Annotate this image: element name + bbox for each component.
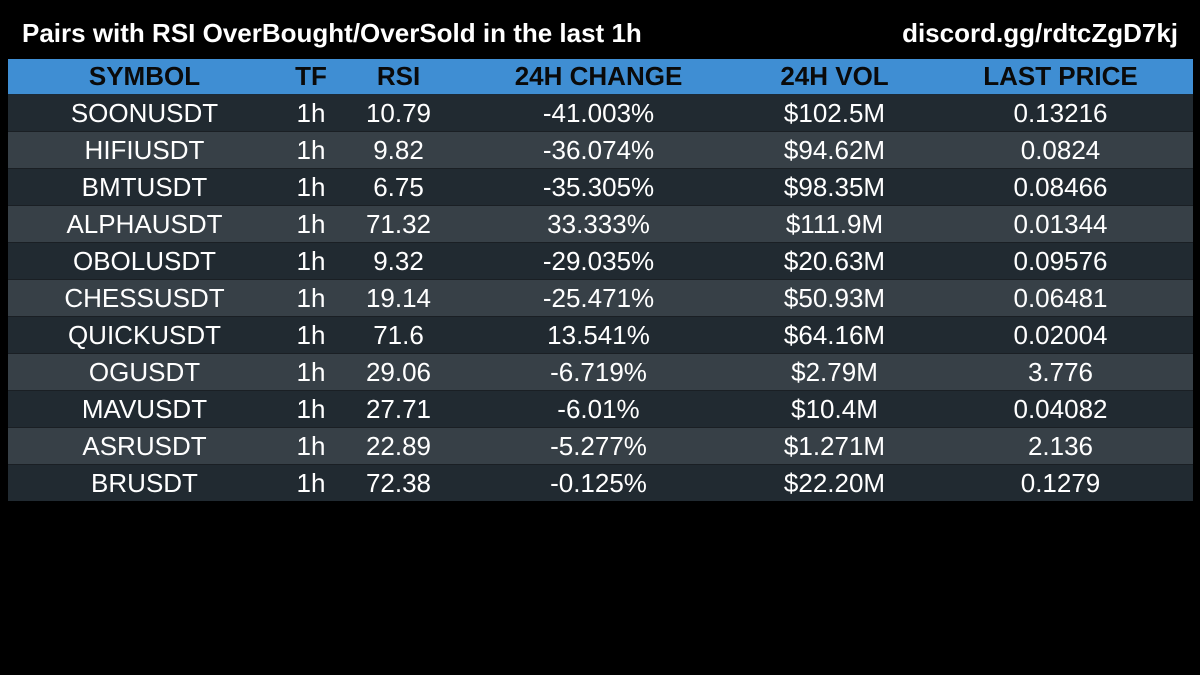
cell-24h-change: 13.541% xyxy=(456,316,741,354)
cell-tf: 1h xyxy=(281,427,341,465)
cell-24h-vol: $20.63M xyxy=(741,242,928,280)
table-row: BRUSDT 1h 72.38 -0.125% $22.20M 0.1279 xyxy=(8,464,1193,501)
cell-rsi: 22.89 xyxy=(341,427,456,465)
cell-tf: 1h xyxy=(281,464,341,501)
column-header-symbol: SYMBOL xyxy=(8,59,281,95)
cell-24h-vol: $10.4M xyxy=(741,390,928,428)
cell-24h-change: -29.035% xyxy=(456,242,741,280)
cell-rsi: 29.06 xyxy=(341,353,456,391)
discord-invite-link[interactable]: discord.gg/rdtcZgD7kj xyxy=(902,18,1178,48)
cell-24h-change: 33.333% xyxy=(456,205,741,243)
cell-rsi: 72.38 xyxy=(341,464,456,501)
table-row: OBOLUSDT 1h 9.32 -29.035% $20.63M 0.0957… xyxy=(8,242,1193,280)
table-row: ALPHAUSDT 1h 71.32 33.333% $111.9M 0.013… xyxy=(8,205,1193,243)
table-row: HIFIUSDT 1h 9.82 -36.074% $94.62M 0.0824 xyxy=(8,131,1193,169)
cell-last-price: 0.01344 xyxy=(928,205,1193,243)
cell-symbol: BMTUSDT xyxy=(8,168,281,206)
cell-tf: 1h xyxy=(281,205,341,243)
table-header-row: SYMBOL TF RSI 24H CHANGE 24H VOL LAST PR… xyxy=(8,59,1193,95)
table-row: CHESSUSDT 1h 19.14 -25.471% $50.93M 0.06… xyxy=(8,279,1193,317)
rsi-table: SYMBOL TF RSI 24H CHANGE 24H VOL LAST PR… xyxy=(8,59,1193,501)
cell-symbol: SOONUSDT xyxy=(8,94,281,132)
table-row: SOONUSDT 1h 10.79 -41.003% $102.5M 0.132… xyxy=(8,94,1193,132)
cell-tf: 1h xyxy=(281,242,341,280)
cell-24h-vol: $22.20M xyxy=(741,464,928,501)
cell-last-price: 0.02004 xyxy=(928,316,1193,354)
table-row: BMTUSDT 1h 6.75 -35.305% $98.35M 0.08466 xyxy=(8,168,1193,206)
cell-rsi: 71.32 xyxy=(341,205,456,243)
cell-symbol: OGUSDT xyxy=(8,353,281,391)
page-title: Pairs with RSI OverBought/OverSold in th… xyxy=(22,18,642,48)
cell-rsi: 6.75 xyxy=(341,168,456,206)
cell-tf: 1h xyxy=(281,131,341,169)
cell-last-price: 3.776 xyxy=(928,353,1193,391)
table-row: MAVUSDT 1h 27.71 -6.01% $10.4M 0.04082 xyxy=(8,390,1193,428)
cell-rsi: 27.71 xyxy=(341,390,456,428)
cell-symbol: MAVUSDT xyxy=(8,390,281,428)
cell-24h-vol: $2.79M xyxy=(741,353,928,391)
column-header-rsi: RSI xyxy=(341,59,456,95)
cell-24h-change: -35.305% xyxy=(456,168,741,206)
cell-24h-vol: $50.93M xyxy=(741,279,928,317)
table-row: OGUSDT 1h 29.06 -6.719% $2.79M 3.776 xyxy=(8,353,1193,391)
cell-24h-change: -6.719% xyxy=(456,353,741,391)
cell-symbol: QUICKUSDT xyxy=(8,316,281,354)
cell-24h-vol: $94.62M xyxy=(741,131,928,169)
cell-24h-change: -25.471% xyxy=(456,279,741,317)
cell-last-price: 2.136 xyxy=(928,427,1193,465)
cell-24h-change: -5.277% xyxy=(456,427,741,465)
cell-last-price: 0.0824 xyxy=(928,131,1193,169)
cell-last-price: 0.13216 xyxy=(928,94,1193,132)
cell-symbol: ALPHAUSDT xyxy=(8,205,281,243)
cell-symbol: CHESSUSDT xyxy=(8,279,281,317)
cell-symbol: ASRUSDT xyxy=(8,427,281,465)
cell-symbol: BRUSDT xyxy=(8,464,281,501)
cell-tf: 1h xyxy=(281,94,341,132)
cell-24h-vol: $111.9M xyxy=(741,205,928,243)
cell-rsi: 19.14 xyxy=(341,279,456,317)
cell-rsi: 71.6 xyxy=(341,316,456,354)
cell-24h-vol: $64.16M xyxy=(741,316,928,354)
cell-24h-change: -6.01% xyxy=(456,390,741,428)
cell-24h-change: -41.003% xyxy=(456,94,741,132)
column-header-24h-change: 24H CHANGE xyxy=(456,59,741,95)
cell-tf: 1h xyxy=(281,353,341,391)
cell-rsi: 10.79 xyxy=(341,94,456,132)
table-row: QUICKUSDT 1h 71.6 13.541% $64.16M 0.0200… xyxy=(8,316,1193,354)
cell-last-price: 0.1279 xyxy=(928,464,1193,501)
cell-tf: 1h xyxy=(281,168,341,206)
cell-last-price: 0.04082 xyxy=(928,390,1193,428)
cell-tf: 1h xyxy=(281,316,341,354)
cell-24h-vol: $102.5M xyxy=(741,94,928,132)
cell-symbol: HIFIUSDT xyxy=(8,131,281,169)
cell-last-price: 0.09576 xyxy=(928,242,1193,280)
cell-24h-vol: $1.271M xyxy=(741,427,928,465)
cell-last-price: 0.08466 xyxy=(928,168,1193,206)
cell-tf: 1h xyxy=(281,390,341,428)
cell-last-price: 0.06481 xyxy=(928,279,1193,317)
cell-24h-change: -36.074% xyxy=(456,131,741,169)
cell-rsi: 9.82 xyxy=(341,131,456,169)
cell-24h-vol: $98.35M xyxy=(741,168,928,206)
table-row: ASRUSDT 1h 22.89 -5.277% $1.271M 2.136 xyxy=(8,427,1193,465)
header: Pairs with RSI OverBought/OverSold in th… xyxy=(0,0,1200,60)
cell-tf: 1h xyxy=(281,279,341,317)
column-header-tf: TF xyxy=(281,59,341,95)
cell-symbol: OBOLUSDT xyxy=(8,242,281,280)
cell-24h-change: -0.125% xyxy=(456,464,741,501)
column-header-24h-vol: 24H VOL xyxy=(741,59,928,95)
cell-rsi: 9.32 xyxy=(341,242,456,280)
column-header-last-price: LAST PRICE xyxy=(928,59,1193,95)
